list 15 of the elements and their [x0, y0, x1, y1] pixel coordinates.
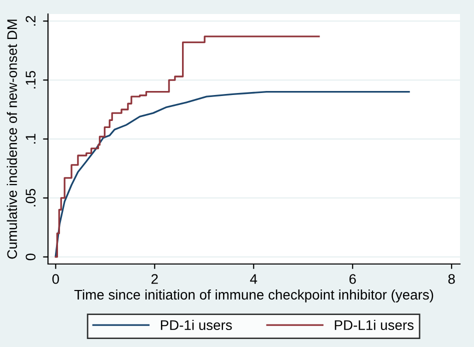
x-tick-label: 0	[52, 274, 59, 284]
x-axis-title: Time since initiation of immune checkpoint inhibitor (years)	[74, 289, 434, 302]
line-series	[54, 90, 410, 257]
y-tick-label: .05	[26, 188, 36, 206]
legend-label: PD-L1i users	[334, 320, 414, 330]
x-tick-label: 4	[250, 274, 258, 284]
y-tick-label: 0	[26, 254, 36, 260]
x-tick-label: 6	[349, 274, 356, 284]
x-tick-label: 8	[448, 274, 455, 284]
y-tick-label: .1	[26, 134, 36, 144]
y-tick-label: .2	[26, 16, 36, 26]
legend-label: PD-1i users	[160, 320, 232, 330]
y-axis-title: Cumulative incidence of new-onset DM	[6, 20, 18, 259]
y-tick-label: .15	[26, 70, 36, 88]
x-tick-label: 2	[151, 274, 158, 284]
